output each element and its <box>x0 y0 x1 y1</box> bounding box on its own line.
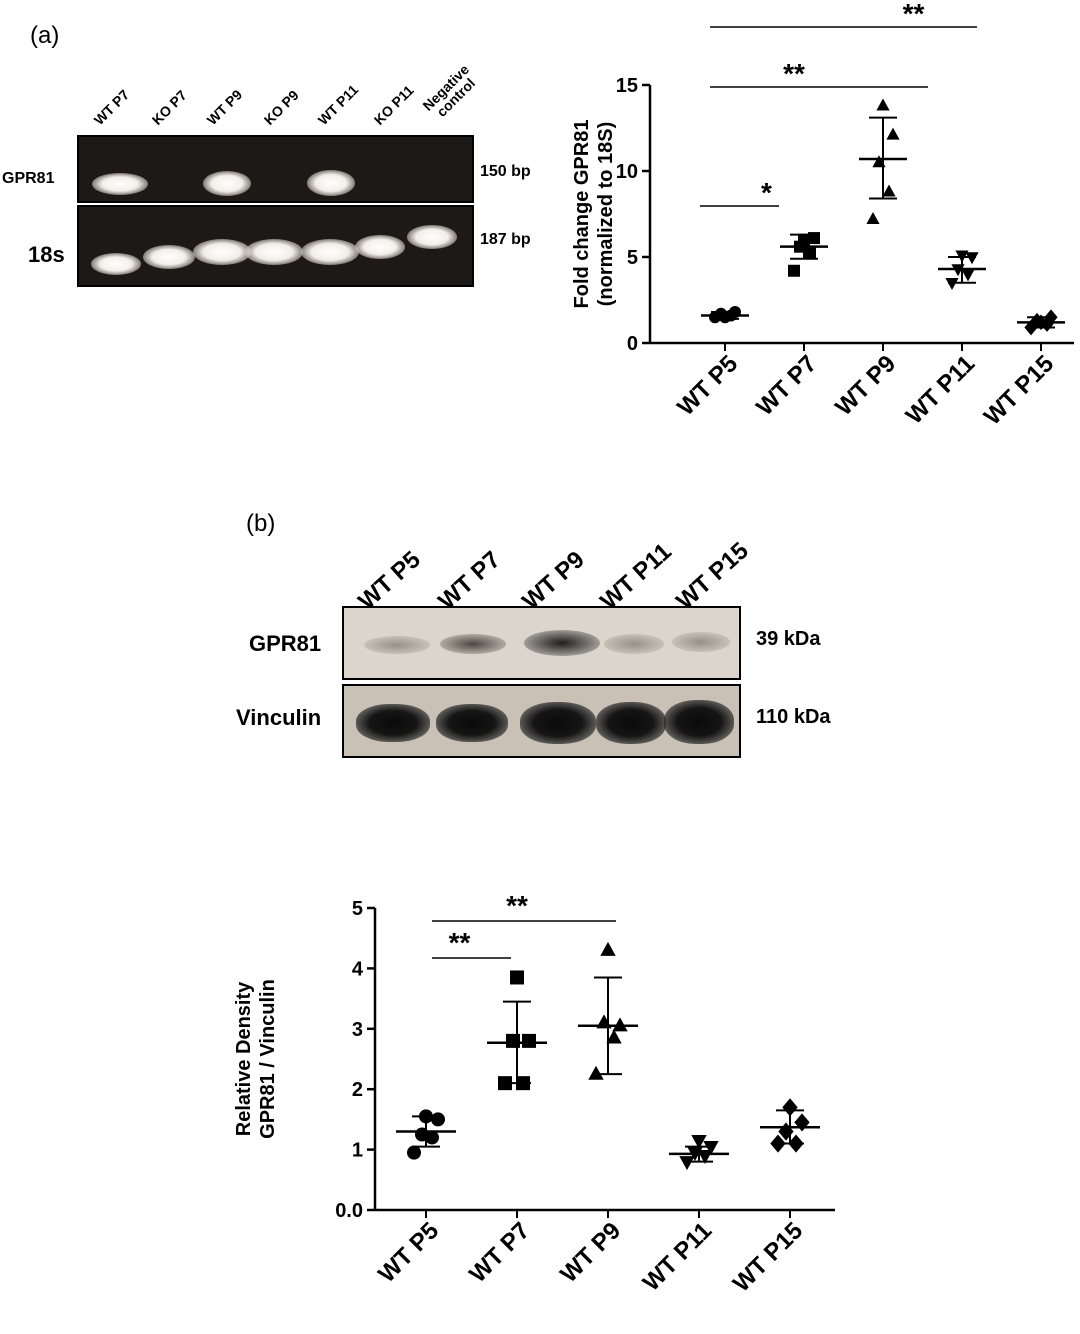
gel-lane-label-ko-p9: KO P9 <box>260 86 302 128</box>
chart-b-y-axis-label-line: GPR81 / Vinculin <box>257 979 279 1139</box>
wb-lane-label-wt-p15: WT P15 <box>671 537 754 616</box>
gel-lane-label-wt-p9: WT P9 <box>203 86 246 128</box>
chart-a-point-wt-p9 <box>886 127 900 140</box>
chart-b-y-tick-label: 2 <box>352 1079 363 1101</box>
panel-b-label: (b) <box>246 510 276 537</box>
chart-a-x-tick-label-wt-p11: WT P11 <box>901 350 980 429</box>
chart-b-x-tick-label-wt-p15: WT P15 <box>728 1217 808 1297</box>
chart-a-x-tick-label-wt-p15: WT P15 <box>979 350 1059 430</box>
chart-b-x-tick-label-wt-p5: WT P5 <box>373 1217 444 1288</box>
wb-row-label-gpr81: GPR81 <box>249 631 322 656</box>
chart-a-y-tick-label: 0 <box>627 333 638 355</box>
chart-b-point-wt-p9 <box>600 941 616 956</box>
wb-row-label-vinculin: Vinculin <box>236 705 322 730</box>
chart-b-y-axis-label-line: Relative Density <box>233 981 255 1136</box>
wb-size-39kda: 39 kDa <box>756 628 821 650</box>
chart-a-point-wt-p9 <box>866 211 880 224</box>
gel-row-label-18s: 18s <box>28 242 65 267</box>
chart-a-y-axis-label-line: (normalized to 18S) <box>595 122 617 306</box>
chart-b-point-wt-p7 <box>522 1033 536 1048</box>
chart-a-y-tick-label: 5 <box>627 247 638 269</box>
chart-a-y-tick-label: 15 <box>616 75 638 97</box>
panel-a-label: (a) <box>30 22 60 49</box>
chart-b-point-wt-p15 <box>782 1098 798 1117</box>
chart-b-x-tick-label-wt-p11: WT P11 <box>638 1217 717 1296</box>
chart-b-x-tick-label-wt-p9: WT P9 <box>555 1217 626 1288</box>
gel-lane-label-wt-p11: WT P11 <box>314 81 362 128</box>
chart-a-point-wt-p9 <box>882 184 896 197</box>
chart-b-y-tick-label: 0.0 <box>335 1200 363 1222</box>
chart-a-x-tick-label-wt-p9: WT P9 <box>830 350 901 421</box>
gel-size-150bp: 150 bp <box>480 163 531 180</box>
chart-b-point-wt-p9 <box>606 1029 622 1044</box>
chart-a-point-wt-p11 <box>965 252 979 265</box>
chart-b-point-wt-p15 <box>794 1113 810 1132</box>
gel-gpr81-strip <box>77 135 474 203</box>
chart-b-point-wt-p7 <box>510 970 524 985</box>
chart-a-point-wt-p7 <box>788 264 800 277</box>
chart-a-significance-label: ** <box>903 0 925 29</box>
chart-b-significance-label: ** <box>449 927 471 958</box>
chart-b-y-tick-label: 4 <box>352 958 364 980</box>
gel-lane-label-negative-control: Negative control <box>419 61 479 120</box>
chart-a-point-wt-p9 <box>876 98 890 111</box>
chart-b-relative-density: 0.0 1 2 3 4 5 Relative Density GPR81 / Vinculin… <box>233 890 835 1298</box>
chart-b-significance-label: ** <box>506 890 528 921</box>
chart-b-y-tick-label: 1 <box>352 1140 363 1162</box>
chart-b-x-tick-label-wt-p7: WT P7 <box>464 1217 535 1288</box>
chart-b-point-wt-p11 <box>703 1140 719 1155</box>
gel-lane-label-wt-p7: WT P7 <box>90 86 133 128</box>
chart-b-y-tick-label: 5 <box>352 898 363 920</box>
chart-a-point-wt-p11 <box>961 269 975 282</box>
chart-a-significance-label: * <box>761 177 772 208</box>
chart-a-significance-label: ** <box>783 58 805 89</box>
chart-a-point-wt-p7 <box>804 247 816 260</box>
chart-a-fold-change: 0 5 10 15 Fold change GPR81 (normalized to 18… <box>571 0 1074 431</box>
wb-size-110kda: 110 kDa <box>756 706 831 728</box>
chart-b-y-tick-label: 3 <box>352 1019 363 1041</box>
chart-b-y-axis-label: Relative Density GPR81 / Vinculin <box>233 979 279 1139</box>
wb-gpr81-strip <box>342 606 741 680</box>
chart-a-y-axis-label-line: Fold change GPR81 <box>571 120 593 309</box>
chart-b-point-wt-p11 <box>679 1156 695 1171</box>
gel-lane-label-ko-p7: KO P7 <box>148 86 190 128</box>
gel-size-187bp: 187 bp <box>480 231 531 248</box>
chart-a-x-tick-label-wt-p5: WT P5 <box>672 350 743 421</box>
chart-b-point-wt-p9 <box>588 1065 604 1080</box>
chart-b-point-wt-p5 <box>407 1145 421 1160</box>
chart-a-x-tick-label-wt-p7: WT P7 <box>751 350 822 421</box>
chart-b-point-wt-p11 <box>691 1134 707 1149</box>
gel-row-label-gpr81: GPR81 <box>2 170 55 187</box>
chart-b-point-wt-p5 <box>431 1112 445 1127</box>
wb-vinculin-strip <box>342 684 741 758</box>
chart-a-point-wt-p11 <box>945 278 959 290</box>
chart-a-y-tick-label: 10 <box>616 161 638 183</box>
chart-a-y-axis-label: Fold change GPR81 (normalized to 18S) <box>571 120 617 309</box>
chart-b-point-wt-p9 <box>612 1017 628 1032</box>
gel-18s-strip <box>77 205 474 287</box>
gel-lane-label-ko-p11: KO P11 <box>370 82 417 128</box>
wb-lane-label-wt-p11: WT P11 <box>595 538 677 616</box>
